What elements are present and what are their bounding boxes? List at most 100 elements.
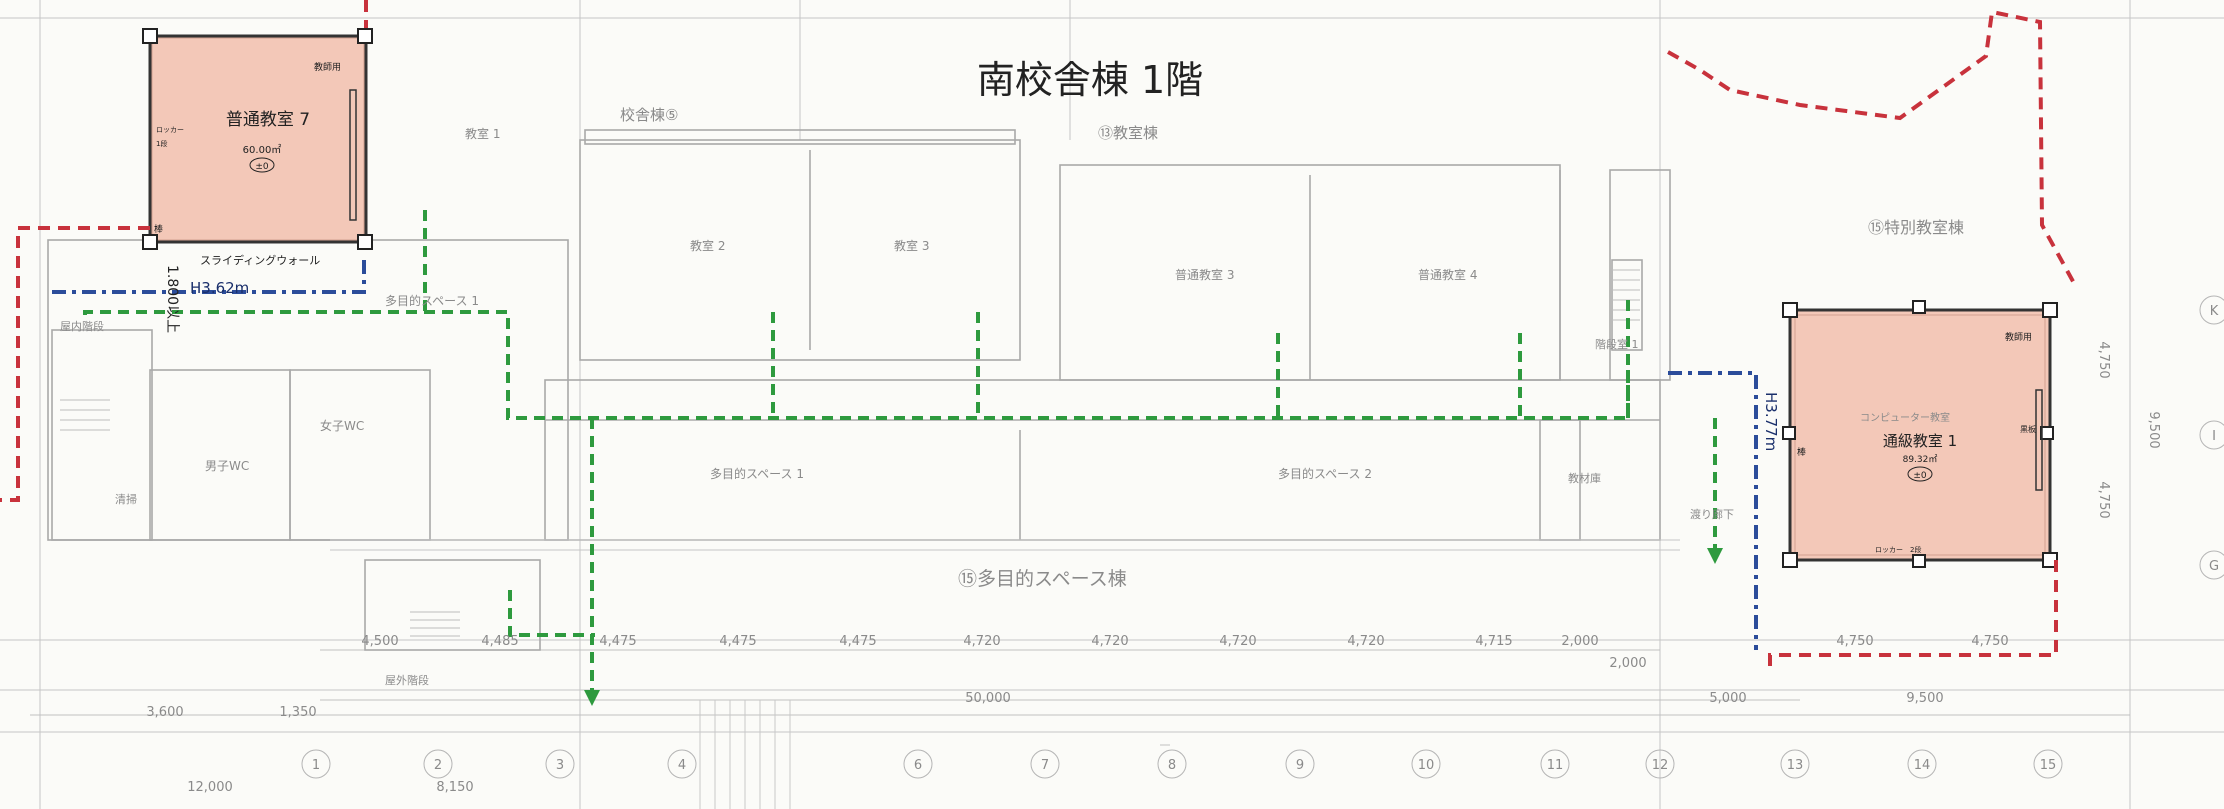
- grid-axis-circle: [423, 749, 453, 779]
- faint-room-label: コンピューター教室: [1860, 411, 1950, 424]
- grid-axis-label: 11: [1547, 758, 1564, 773]
- highlight-room-tsukyu-1: コンピューター教室 通級教室 1 89.32㎡ ±0 教師用 棒 黒板 ロッカー…: [1782, 300, 2058, 568]
- dim-total: 50,000: [965, 691, 1011, 706]
- row-axis-circle: [2199, 550, 2224, 580]
- grid-axis-circle: [1157, 749, 1187, 779]
- grid-axis-circle: [1285, 749, 1315, 779]
- dimension-labels: 4,500 4,485 4,475 4,475 4,475 4,720 4,72…: [146, 341, 2161, 795]
- row-axis-label: G: [2209, 559, 2219, 574]
- dim-top-11: 2,000: [1561, 634, 1598, 649]
- grid-axis-circle: [903, 749, 933, 779]
- dim-top-8: 4,720: [1219, 634, 1256, 649]
- wing-label-special-15: ⑮特別教室棟: [1868, 218, 1964, 237]
- grid-axis-label: 13: [1787, 758, 1804, 773]
- teacher-label: 教師用: [314, 61, 341, 73]
- room-classroom-3: 教室 3: [894, 238, 929, 253]
- grid-axis-label: 7: [1041, 758, 1049, 773]
- wing-label-school-5: 校舎棟⑤: [620, 106, 678, 124]
- dim-top-3: 4,475: [599, 634, 636, 649]
- grid-axis-label: 12: [1652, 758, 1669, 773]
- room-level: ±0: [255, 162, 269, 172]
- row-axis-bubbles: K I G: [2199, 295, 2224, 580]
- height-over-label: 1.800以上: [164, 265, 180, 333]
- row-axis-label: I: [2212, 429, 2216, 444]
- dim-left-1: 3,600: [146, 705, 183, 720]
- room-name: 普通教室 7: [226, 110, 310, 130]
- dim-top-4: 4,475: [719, 634, 756, 649]
- dim-second-2: 5,000: [1709, 691, 1746, 706]
- grid-axis-circle: [1030, 749, 1060, 779]
- grid-axis-circle: [667, 749, 697, 779]
- grid-axis-label: 6: [914, 758, 922, 773]
- side-label-tier: 1段: [156, 139, 167, 148]
- grid-axis-circle: [1780, 749, 1810, 779]
- dim-bottom-2: 8,150: [436, 780, 473, 795]
- dim-bottom-1: 12,000: [187, 780, 233, 795]
- grid-axis-label: 8: [1168, 758, 1176, 773]
- grid-axis-label: 4: [678, 758, 686, 773]
- tier-label: 2段: [1910, 545, 1921, 554]
- teacher-label: 教師用: [2005, 331, 2032, 343]
- room-multi-space-2: 多目的スペース 2: [1278, 466, 1372, 481]
- room-classroom-1: 教室 1: [465, 126, 500, 141]
- dim-right-1: 4,750: [1836, 634, 1873, 649]
- dim-top-7: 4,720: [1091, 634, 1128, 649]
- row-axis-circle: [2199, 420, 2224, 450]
- room-corridor: 渡り廊下: [1690, 507, 1734, 521]
- room-multi-top: 多目的スペース 1: [385, 293, 479, 308]
- grid-axis-circle: [2033, 749, 2063, 779]
- grid-axis-circle: [301, 749, 331, 779]
- room-multi-space-1: 多目的スペース 1: [710, 466, 804, 481]
- dim-right-2: 4,750: [1971, 634, 2008, 649]
- route-arrows: [584, 548, 1723, 706]
- dim-top-9: 4,720: [1347, 634, 1384, 649]
- room-janitor: 清掃: [115, 492, 137, 506]
- evacuation-route-blue: [52, 255, 1758, 650]
- grid-axis-bubbles: 1 2 3 4 6 7 8 9 10 11 12 13 14 15: [301, 749, 2063, 779]
- room-indoor-stairs: 屋内階段: [60, 319, 104, 333]
- grid-axis-label: 10: [1418, 758, 1435, 773]
- wing-label-classroom-13: ⑬教室棟: [1098, 124, 1158, 142]
- row-axis-circle: [2199, 295, 2224, 325]
- evacuation-route-green: [83, 210, 1717, 700]
- side-label-locker: ロッカー: [156, 126, 184, 134]
- site-boundary: [0, 0, 2077, 670]
- dim-top-5: 4,475: [839, 634, 876, 649]
- grid-axis-circle: [1411, 749, 1441, 779]
- room-boys-wc: 男子WC: [205, 459, 249, 473]
- dim-top-6: 4,720: [963, 634, 1000, 649]
- highlight-room-normal-7: 普通教室 7 60.00㎡ ±0 教師用 ロッカー 1段 棒: [142, 28, 373, 250]
- grid-axis-circle: [1645, 749, 1675, 779]
- room-mark: 棒: [154, 223, 163, 235]
- floor-title: 南校舎棟 1階: [977, 58, 1203, 102]
- room-teacher-prep: 教材庫: [1568, 471, 1601, 485]
- room-labels: 教室 1 教室 2 教室 3 普通教室 3 普通教室 4 多目的スペース 1 多…: [60, 126, 1734, 687]
- dim-vertical-2: 9,500: [2146, 411, 2161, 448]
- grid-axis-label: 2: [434, 758, 442, 773]
- grid-axis-label: 3: [556, 758, 564, 773]
- room-area: 60.00㎡: [243, 144, 282, 156]
- dim-vertical-3: 4,750: [2096, 481, 2111, 518]
- grid-axis-label: 14: [1914, 758, 1931, 773]
- room-mark: 棒: [1797, 446, 1806, 458]
- height-label-362: H3.62m: [190, 279, 249, 297]
- room-outdoor-stairs: 屋外階段: [385, 673, 429, 687]
- room-level: ±0: [1913, 471, 1927, 481]
- room-classroom-2: 教室 2: [690, 238, 725, 253]
- room-normal-3: 普通教室 3: [1175, 267, 1234, 282]
- room-normal-4: 普通教室 4: [1418, 267, 1477, 282]
- height-label-377: H3.77m: [1762, 392, 1780, 451]
- room-girls-wc: 女子WC: [320, 418, 364, 433]
- grid-axis-circle: [1907, 749, 1937, 779]
- dim-vertical-1: 4,750: [2096, 341, 2111, 378]
- dim-top-1: 4,500: [361, 634, 398, 649]
- sliding-wall-label: スライディングウォール: [200, 253, 320, 267]
- grid-axis-label: 9: [1296, 758, 1304, 773]
- wing-label-multipurpose-15: ⑮多目的スペース棟: [958, 568, 1127, 590]
- room-name: 通級教室 1: [1883, 432, 1957, 450]
- dim-top-10: 4,715: [1475, 634, 1512, 649]
- grid-axis-label: 1: [312, 758, 320, 773]
- blackboard-label: 黒板: [2020, 424, 2036, 434]
